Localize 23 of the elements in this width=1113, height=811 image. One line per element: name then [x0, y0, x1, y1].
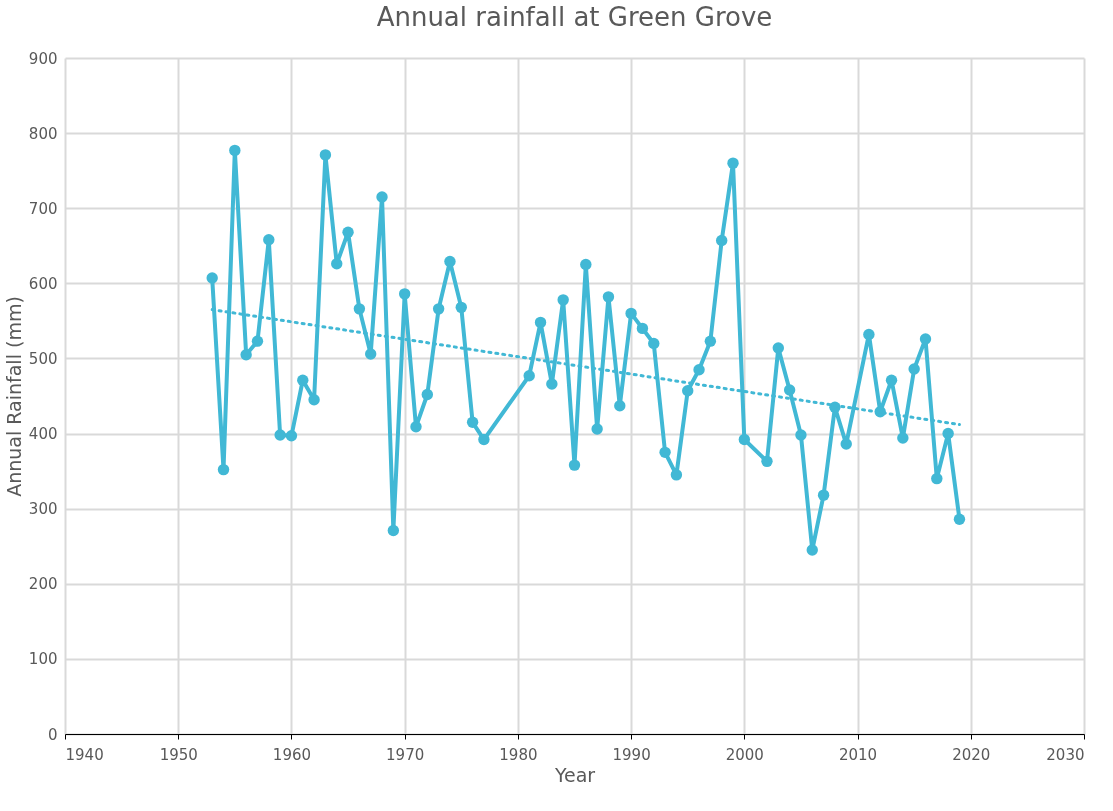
- x-tick-label: 1970: [386, 745, 425, 764]
- x-tick-label: 1990: [612, 745, 651, 764]
- y-tick-label: 0: [47, 725, 58, 744]
- y-tick-label: 400: [28, 425, 58, 444]
- x-tick-label: 1940: [65, 745, 104, 764]
- y-tick-label: 300: [28, 500, 58, 519]
- x-tick-label: 2000: [725, 745, 764, 764]
- x-tick-label: 1950: [159, 745, 198, 764]
- y-tick-label: 800: [28, 124, 58, 143]
- x-tick-label: 2030: [1046, 745, 1085, 764]
- x-tick-label: 2010: [838, 745, 878, 764]
- y-axis-title: Annual Rainfall (mm): [2, 296, 25, 497]
- x-axis-title: Year: [553, 763, 596, 786]
- y-tick-label: 100: [28, 650, 58, 669]
- x-tick-label: 1960: [272, 745, 312, 764]
- y-tick-label: 500: [28, 349, 58, 368]
- x-tick-label: 2020: [952, 745, 991, 764]
- chart-title: Annual rainfall at Green Grove: [376, 2, 773, 32]
- y-tick-label: 700: [28, 199, 58, 218]
- y-tick-label: 600: [28, 274, 58, 293]
- x-tick-label: 1980: [499, 745, 538, 764]
- y-tick-label: 900: [28, 49, 58, 68]
- y-tick-label: 200: [28, 575, 58, 594]
